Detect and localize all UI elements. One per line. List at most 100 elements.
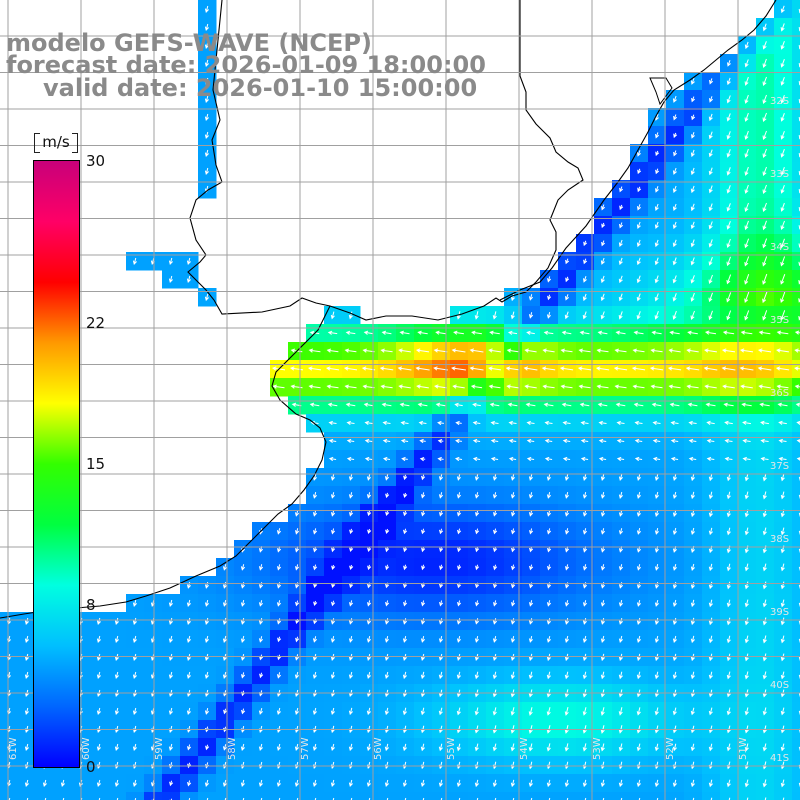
wind-arrow — [655, 132, 660, 139]
wind-arrow — [708, 113, 713, 122]
wind-arrow — [474, 473, 479, 481]
wind-arrow — [600, 564, 606, 571]
wind-arrow — [132, 779, 137, 788]
wind-cell — [792, 432, 800, 451]
wind-arrow — [330, 510, 336, 517]
wind-arrow — [344, 348, 357, 353]
wind-arrow — [241, 672, 246, 679]
wind-arrow — [651, 330, 662, 335]
wind-arrow — [542, 348, 555, 353]
wind-arrow — [577, 366, 592, 371]
wind-arrow — [600, 311, 605, 320]
wind-arrow — [349, 564, 354, 570]
wind-arrow — [757, 366, 772, 371]
wind-arrow — [673, 132, 678, 139]
wind-arrow — [204, 779, 209, 788]
wind-arrow — [619, 222, 624, 229]
wind-arrow — [708, 599, 713, 608]
wind-arrow — [690, 275, 695, 284]
wind-arrow — [366, 618, 372, 625]
wind-arrow — [346, 438, 355, 443]
wind-arrow — [686, 384, 699, 389]
wind-cell — [306, 792, 325, 800]
wind-arrow — [691, 114, 696, 121]
wind-arrow — [654, 491, 659, 500]
wind-arrow — [638, 797, 641, 800]
wind-cell — [234, 792, 253, 800]
wind-arrow — [780, 743, 785, 752]
wind-arrow — [363, 402, 374, 407]
wind-arrow — [403, 564, 408, 571]
wind-arrow — [654, 563, 659, 571]
wind-arrow — [547, 564, 552, 571]
wind-cell — [792, 558, 800, 577]
wind-arrow — [132, 707, 137, 716]
wind-arrow — [543, 330, 554, 335]
wind-arrow — [474, 671, 479, 680]
wind-arrow — [690, 149, 695, 158]
wind-arrow — [580, 456, 589, 462]
wind-arrow — [367, 510, 372, 517]
wind-arrow — [366, 779, 371, 788]
wind-arrow — [724, 456, 733, 461]
wind-arrow — [114, 635, 119, 644]
wind-arrow — [204, 293, 209, 302]
wind-arrow — [620, 797, 623, 800]
wind-arrow — [580, 420, 589, 425]
wind-arrow — [384, 635, 389, 643]
wind-arrow — [457, 510, 462, 517]
wind-arrow — [741, 402, 752, 407]
wind-arrow — [492, 707, 497, 716]
wind-arrow — [655, 150, 660, 157]
wind-arrow — [314, 797, 317, 800]
wind-arrow — [222, 599, 227, 607]
wind-arrow — [564, 510, 570, 517]
wind-arrow — [672, 310, 677, 320]
wind-arrow — [313, 618, 318, 625]
wind-arrow — [780, 149, 785, 158]
wind-arrow — [582, 473, 587, 482]
wind-arrow — [547, 276, 552, 283]
wind-arrow — [348, 671, 353, 680]
wind-arrow — [744, 779, 749, 788]
wind-arrow — [312, 510, 318, 517]
wind-arrow — [421, 564, 426, 571]
wind-cell — [792, 18, 800, 37]
wind-arrow — [708, 473, 713, 482]
wind-arrow — [613, 366, 628, 371]
wind-arrow — [670, 438, 679, 443]
wind-arrow — [544, 420, 553, 425]
wind-arrow — [726, 221, 731, 230]
wind-arrow — [186, 257, 191, 266]
wind-arrow — [295, 600, 300, 607]
rio-de-la-plata-shore — [0, 305, 331, 619]
wind-cell — [792, 72, 800, 91]
wind-arrow — [708, 310, 713, 321]
wind-arrow — [762, 23, 767, 32]
wind-cell — [738, 792, 757, 800]
wind-arrow — [528, 779, 533, 788]
wind-arrow — [691, 96, 696, 103]
wind-arrow — [475, 564, 480, 571]
wind-arrow — [24, 635, 29, 644]
wind-arrow — [222, 779, 227, 788]
wind-arrow — [636, 257, 641, 266]
wind-arrow — [616, 456, 625, 462]
latitude-label: 37S — [770, 461, 789, 472]
wind-cell — [108, 792, 127, 800]
wind-arrow — [168, 599, 173, 608]
wind-arrow — [307, 366, 322, 371]
wind-arrow — [582, 491, 587, 499]
wind-arrow — [492, 635, 497, 643]
wind-arrow — [636, 509, 641, 517]
wind-cell — [792, 450, 800, 469]
wind-arrow — [744, 220, 749, 231]
wind-arrow — [672, 527, 677, 536]
wind-arrow — [760, 420, 769, 425]
wind-arrow — [366, 492, 372, 499]
wind-arrow — [632, 348, 645, 353]
wind-arrow — [722, 330, 735, 335]
wind-arrow — [366, 743, 371, 752]
wind-arrow — [276, 743, 281, 752]
wind-arrow — [726, 203, 731, 212]
